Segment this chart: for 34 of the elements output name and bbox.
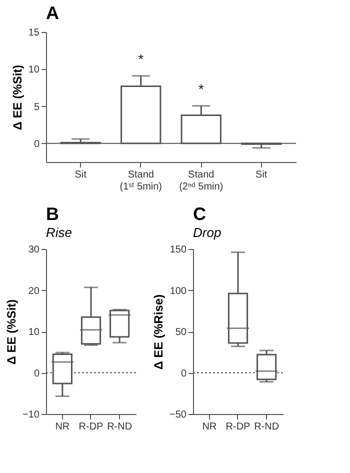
chart-subtitle: Rise: [46, 225, 72, 240]
y-tick-label: 30: [28, 244, 40, 256]
y-tick-label: 150: [170, 244, 187, 256]
x-tick-label: Sit: [74, 170, 87, 180]
y-tick-label: 0: [34, 368, 40, 380]
y-tick-label: 0: [34, 138, 40, 150]
y-tick-label: −50: [170, 410, 187, 420]
chart-title: A: [46, 3, 59, 23]
annotation: *: [138, 50, 144, 67]
x-tick-label: R-ND: [107, 422, 132, 432]
x-tick-label: Stand (1ˢᵗ 5min): [120, 170, 162, 192]
y-axis-title: Δ EE (%Sit): [4, 299, 19, 365]
chart-title: B: [46, 204, 59, 224]
annotation: *: [198, 80, 204, 97]
x-tick-label: R-DP: [78, 422, 104, 432]
y-axis-title: Δ EE (%Sit): [10, 64, 24, 130]
x-tick-label: Sit: [256, 170, 268, 180]
chart-subtitle: Drop: [193, 225, 222, 240]
x-tick-label: NR: [202, 422, 217, 432]
y-axis-title: Δ EE (%Rise): [152, 294, 166, 370]
y-tick-label: 15: [28, 28, 40, 38]
y-tick-label: 10: [28, 64, 40, 76]
x-tick-label: R-ND: [254, 422, 280, 432]
x-tick-label: R-DP: [226, 422, 251, 432]
x-tick-label: NR: [55, 422, 70, 432]
y-tick-label: 10: [28, 327, 40, 338]
y-tick-label: 50: [175, 327, 187, 338]
chart-title: C: [193, 204, 206, 224]
y-tick-label: 100: [170, 286, 187, 297]
y-tick-label: 20: [28, 286, 40, 297]
x-tick-label: Stand (2ⁿᵈ 5min): [179, 170, 224, 192]
y-tick-label: 0: [180, 368, 187, 380]
y-tick-label: −10: [22, 410, 40, 420]
y-tick-label: 5: [34, 102, 40, 113]
